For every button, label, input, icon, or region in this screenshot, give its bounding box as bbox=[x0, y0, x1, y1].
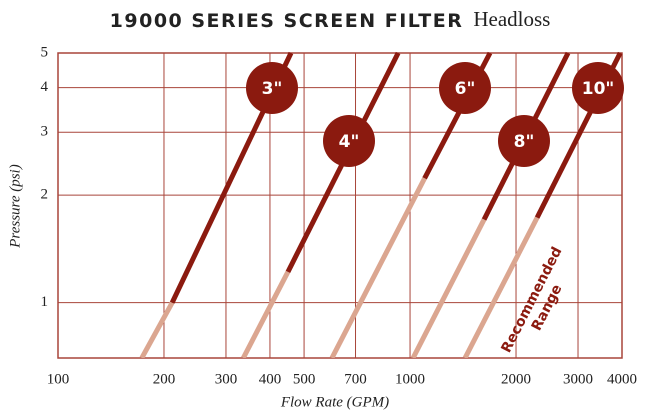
x-tick-label: 200 bbox=[153, 371, 176, 387]
chart-title-group: 19000 SERIES SCREEN FILTER Headloss bbox=[110, 7, 551, 32]
y-tick-label: 5 bbox=[41, 44, 49, 60]
size-badge bbox=[498, 115, 550, 167]
x-tick-label: 300 bbox=[215, 371, 238, 387]
x-tick-label: 500 bbox=[293, 371, 316, 387]
y-tick-label: 2 bbox=[41, 187, 49, 203]
x-tick-label: 400 bbox=[259, 371, 282, 387]
size-badge bbox=[572, 62, 624, 114]
plot-frame bbox=[57, 52, 623, 359]
y-axis-label: Pressure (psi) bbox=[7, 164, 23, 248]
y-tick-label: 1 bbox=[41, 294, 49, 310]
chart-title: 19000 SERIES SCREEN FILTER bbox=[110, 10, 464, 32]
x-tick-label: 2000 bbox=[501, 371, 531, 387]
y-tick-label: 4 bbox=[41, 79, 49, 95]
line-segment-outside-range bbox=[410, 218, 487, 358]
y-tick-label: 3 bbox=[41, 124, 49, 140]
line-segment-outside-range bbox=[462, 216, 540, 358]
size-badge bbox=[323, 115, 375, 167]
x-tick-label: 100 bbox=[47, 371, 70, 387]
legend-label: 6" bbox=[455, 79, 476, 99]
line-segment-outside-range bbox=[241, 270, 291, 358]
x-tick-label: 3000 bbox=[563, 371, 593, 387]
size-badge bbox=[439, 62, 491, 114]
x-tick-label: 4000 bbox=[607, 371, 637, 387]
legend-label: 10" bbox=[582, 79, 615, 99]
line-segment-outside-range bbox=[329, 177, 427, 358]
chart-subtitle: Headloss bbox=[473, 7, 550, 31]
legend-label: 8" bbox=[514, 132, 535, 152]
size-badge bbox=[246, 62, 298, 114]
x-tick-label: 700 bbox=[344, 371, 367, 387]
x-tick-label: 1000 bbox=[395, 371, 425, 387]
x-axis-label: Flow Rate (GPM) bbox=[280, 394, 389, 410]
legend-label: 4" bbox=[339, 132, 360, 152]
legend-label: 3" bbox=[262, 79, 283, 99]
line-segment-outside-range bbox=[139, 301, 175, 358]
